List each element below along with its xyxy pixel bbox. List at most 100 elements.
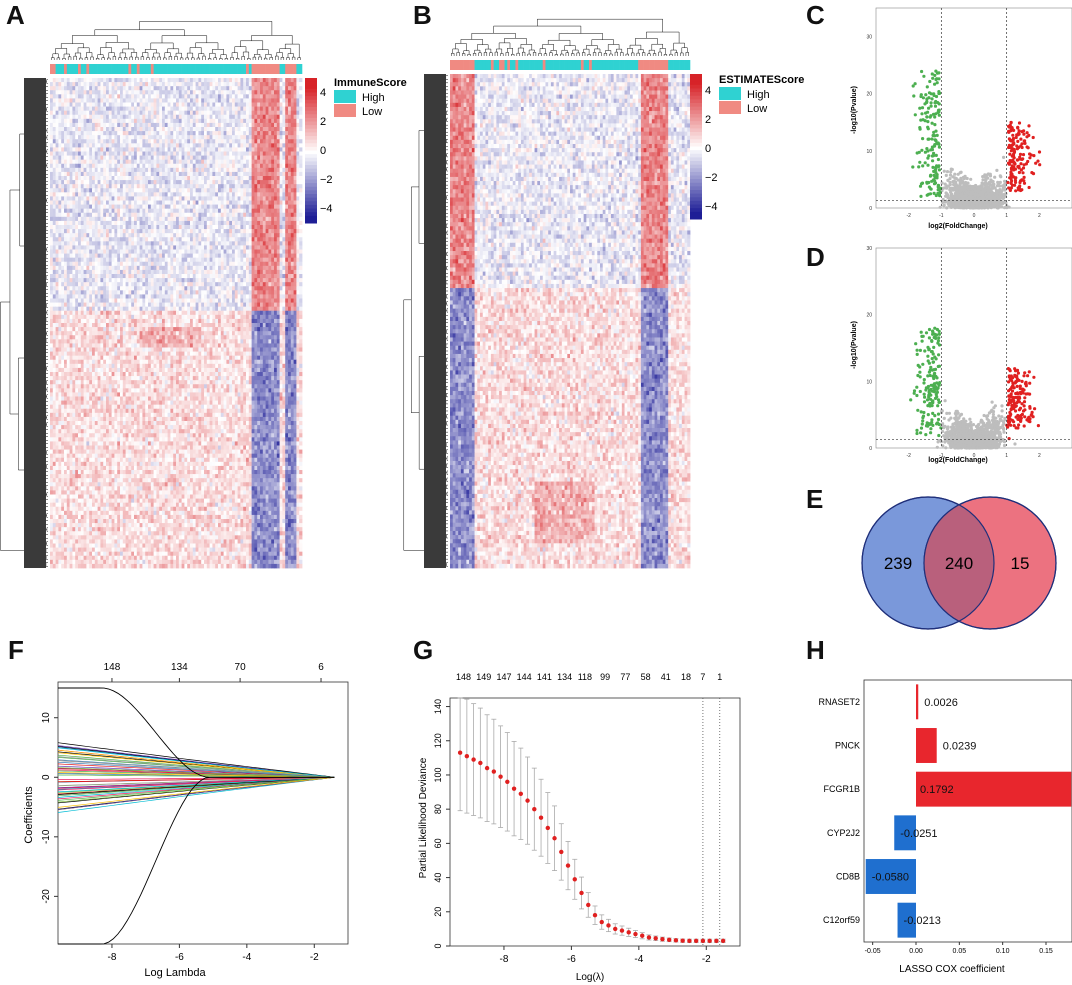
volcano-point [1020,379,1024,383]
volcano-point [992,416,996,420]
volcano-d-xlabel: log2(FoldChange) [928,457,988,464]
coef-path [57,752,335,778]
volcano-point [946,425,950,429]
heatmap-cells-b [450,74,691,569]
cv-point [505,779,510,785]
volcano-point [1002,422,1006,426]
volcano-point [926,413,930,417]
volcano-point [1018,386,1022,391]
top-tick-label: 148 [456,672,471,682]
scale-tick-a-4: −4 [320,203,333,215]
volcano-point [1023,396,1027,400]
volcano-point [945,170,950,174]
volcano-point [961,188,966,192]
cv-point [484,765,490,771]
coef-path-extreme [58,776,335,945]
volcano-point [1019,416,1023,420]
volcano-point [934,94,939,99]
volcano-point [959,427,963,431]
volcano-point [936,157,940,162]
heatmap-cells-a [50,78,303,569]
volcano-point [937,168,941,172]
volcano-point [1022,424,1026,428]
volcano-point [935,133,939,137]
x-tick-label: 0 [973,213,976,219]
legend-low-a: Low [362,106,382,118]
volcano-point [915,385,919,389]
x-tick-label: 1 [1005,213,1008,219]
cv-point [626,930,631,935]
panel-label-a: A [6,0,25,31]
coef-value-label: 0.0026 [924,697,958,709]
volcano-point [928,115,932,119]
volcano-point [943,399,947,403]
volcano-point [953,191,957,196]
volcano-point [1012,168,1016,172]
volcano-point [969,193,973,197]
volcano-point [919,431,923,435]
volcano-point [996,444,1000,448]
volcano-point [1003,185,1007,189]
volcano-point [940,200,945,204]
volcano-point [929,431,933,435]
volcano-point [941,186,945,190]
volcano-point [1003,206,1007,210]
volcano-point [996,180,1000,184]
volcano-point [967,195,971,199]
volcano-point [1020,188,1024,192]
x-tick-label: -2 [702,954,711,965]
volcano-point [1017,121,1022,125]
volcano-point [1038,163,1042,167]
top-tick-label: 1 [717,672,722,682]
volcano-point [980,181,984,185]
panel-label-e: E [806,484,823,515]
y-tick-label: 120 [433,733,443,748]
cv-point [700,938,706,944]
volcano-point [998,432,1003,436]
volcano-point [1009,120,1013,125]
volcano-point [915,151,919,155]
cv-point [633,931,638,937]
volcano-point [937,364,941,368]
color-scale-a [305,78,317,224]
volcano-point [950,167,954,172]
volcano-point [925,100,929,105]
volcano-point [913,113,917,117]
volcano-point [1008,369,1012,373]
volcano-point [1000,205,1004,209]
volcano-point [969,425,973,429]
volcano-point [921,137,925,141]
volcano-point [1010,395,1015,399]
volcano-point [960,438,964,443]
volcano-point [966,181,970,185]
volcano-point [944,194,948,198]
volcano-point [930,404,934,408]
legend-swatch-low-b [719,101,741,114]
volcano-point [922,381,926,385]
volcano-point [962,417,966,421]
volcano-point [1010,403,1014,407]
volcano-point [933,115,937,119]
volcano-point [945,206,949,210]
volcano-point [920,106,925,110]
volcano-point [1002,440,1007,444]
volcano-point [966,201,970,205]
volcano-point [937,91,941,96]
volcano-point [933,82,937,86]
top-tick-label: 147 [496,672,511,682]
volcano-point [1019,137,1023,141]
cv-point [653,936,658,941]
volcano-point [917,165,921,169]
volcano-point [941,444,945,448]
volcano-point [963,174,967,178]
volcano-point [918,348,922,352]
y-tick-label: 30 [866,246,872,252]
column-dendrogram-a [51,21,301,60]
volcano-point [986,414,990,418]
volcano-point [1011,133,1015,137]
volcano-point [1018,180,1022,185]
x-tick-label: 0.00 [909,948,923,955]
volcano-point [928,397,933,401]
plot-frame [57,681,349,945]
volcano-point [962,181,966,185]
